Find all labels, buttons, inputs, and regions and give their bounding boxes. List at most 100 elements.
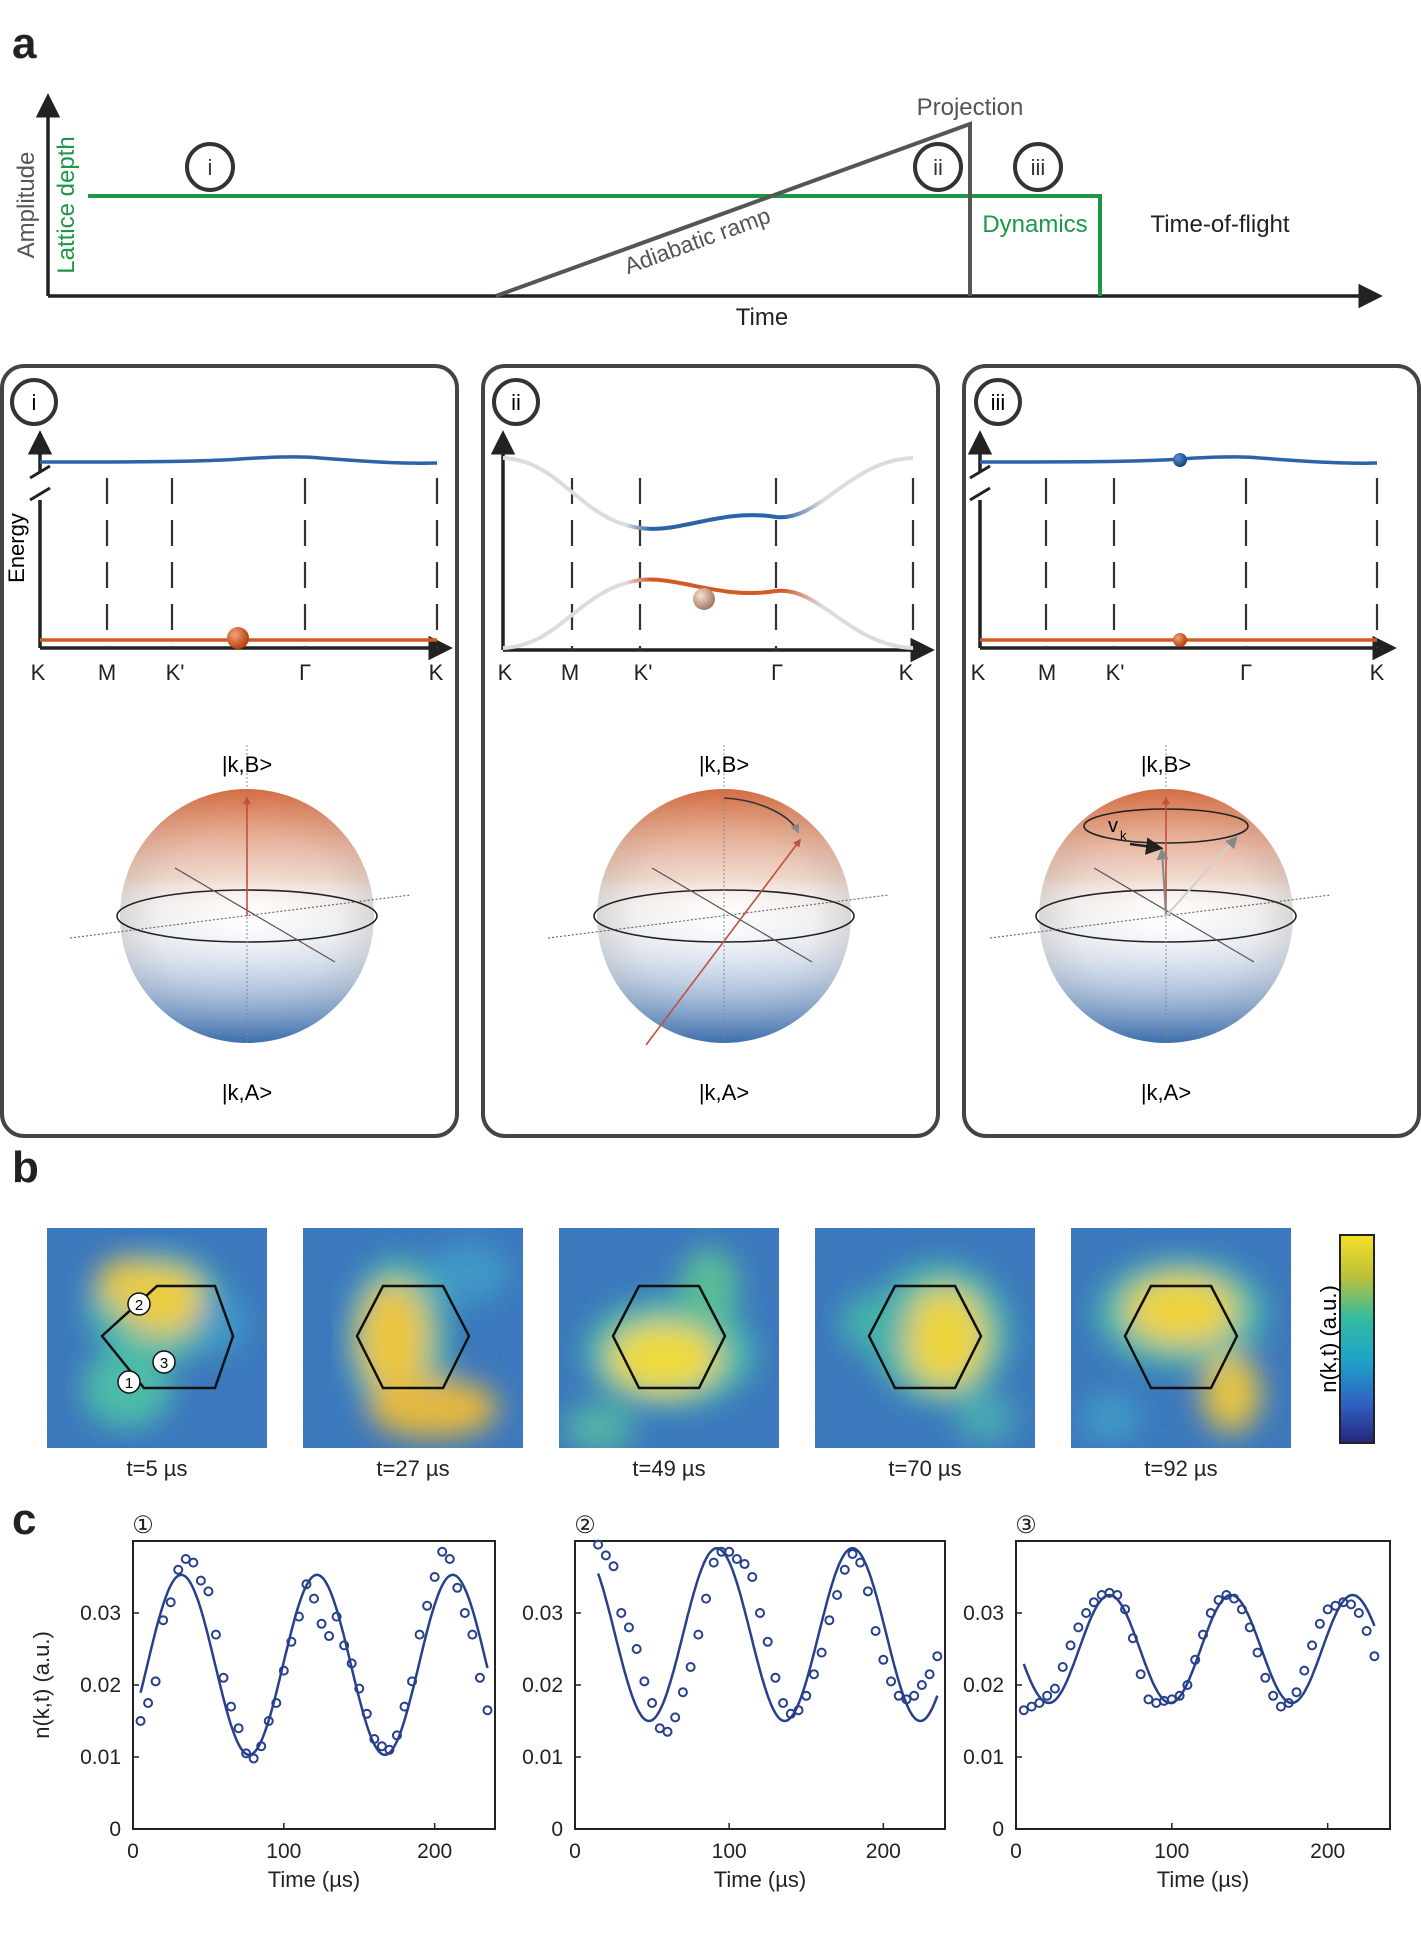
tof-image-1: 2 3 1 (47, 1228, 267, 1448)
data-point (878, 1654, 889, 1665)
data-point (893, 1690, 904, 1701)
data-point (241, 1748, 252, 1759)
data-point (210, 1629, 221, 1640)
data-point (203, 1586, 214, 1597)
data-point (1260, 1672, 1271, 1683)
x-tick-label: 0 (127, 1840, 139, 1863)
marker-1 (117, 1370, 141, 1394)
data-point (886, 1676, 897, 1687)
panel-label-a: a (12, 19, 37, 68)
ket-a: |k,A> (699, 1080, 749, 1105)
band-panel-i: i Energy K M K' Γ K |k,B> |k,A> (0, 364, 459, 1138)
x-tick-label: 0 (1010, 1840, 1022, 1863)
data-point (793, 1705, 804, 1716)
data-point (1073, 1622, 1084, 1633)
amplitude-label: Amplitude (13, 152, 40, 259)
data-point (1369, 1651, 1380, 1662)
data-point (354, 1683, 365, 1694)
data-point (862, 1586, 873, 1597)
data-point (331, 1611, 342, 1622)
data-point (808, 1669, 819, 1680)
data-point (399, 1701, 410, 1712)
y-tick-label: 0 (992, 1818, 1004, 1841)
data-point (731, 1554, 742, 1564)
data-point (677, 1687, 688, 1698)
x-tick-label: 100 (266, 1840, 301, 1863)
ket-a: |k,A> (1141, 1080, 1191, 1105)
data-point (932, 1651, 943, 1662)
data-point (384, 1744, 395, 1755)
data-point (316, 1618, 327, 1629)
data-point (195, 1575, 206, 1586)
data-point (1307, 1640, 1318, 1651)
bloch-sphere: |k,B> |k,A> (69, 745, 411, 1105)
data-point (847, 1548, 858, 1559)
data-point (301, 1579, 312, 1590)
data-point (1166, 1694, 1177, 1705)
tick-k: K (498, 660, 513, 685)
data-point (1049, 1683, 1060, 1694)
step-badge-label: i (32, 390, 37, 415)
upper-band (39, 455, 438, 465)
data-point (1268, 1690, 1279, 1701)
velocity-label: v (1108, 815, 1118, 837)
bloch-sphere: |k,B> |k,A> (547, 745, 889, 1105)
data-point (1283, 1698, 1294, 1708)
axis-break (29, 464, 51, 480)
data-point (135, 1716, 146, 1726)
data-point (724, 1546, 735, 1557)
step-marker-ii: ii (913, 142, 963, 192)
data-point (1291, 1687, 1302, 1698)
bloch-sphere: v k |k,B> |k,A> (989, 745, 1331, 1105)
particle-lower (1173, 633, 1187, 647)
panel-label-b: b (12, 1143, 39, 1192)
tick-m: M (98, 660, 116, 685)
tick-k-prime: K' (166, 660, 185, 685)
data-point (437, 1546, 448, 1557)
data-point (165, 1597, 176, 1608)
step-badge (492, 378, 540, 426)
data-point (785, 1708, 796, 1719)
tick-k-end: K (899, 660, 914, 685)
data-point (1174, 1690, 1185, 1701)
data-point (180, 1554, 191, 1564)
tick-gamma: Γ (299, 660, 311, 685)
data-point (1236, 1604, 1247, 1615)
tick-gamma: Γ (1240, 660, 1252, 685)
data-point (662, 1726, 673, 1737)
chart-title: ② (574, 1512, 596, 1539)
data-point (324, 1631, 335, 1642)
plot-frame (1015, 1540, 1391, 1830)
adiabatic-ramp-line (495, 121, 972, 298)
x-axis-label: Time (µs) (1157, 1867, 1250, 1892)
energy-label: Energy (4, 513, 29, 583)
particle (227, 627, 249, 649)
time-label: Time (736, 304, 788, 331)
data-point (1065, 1640, 1076, 1651)
chart-2: 0 100 200 0 0.01 0.02 0.03 Time (µs) ② (522, 1512, 946, 1892)
data-point (593, 1539, 604, 1550)
x-tick-label: 100 (1154, 1840, 1189, 1863)
ket-a: |k,A> (222, 1080, 272, 1105)
x-tick-label: 200 (1310, 1840, 1345, 1863)
data-point (143, 1698, 154, 1708)
data-point (293, 1611, 304, 1622)
data-point (616, 1608, 627, 1618)
tick-k-prime: K' (634, 660, 653, 685)
step-marker-i: i (185, 142, 235, 192)
data-point (1361, 1626, 1372, 1636)
panel-frame (481, 364, 940, 1138)
data-point (309, 1593, 319, 1604)
y-tick-label: 0.02 (522, 1674, 563, 1697)
data-point (1057, 1662, 1068, 1672)
data-point (770, 1672, 781, 1683)
ket-b: |k,B> (699, 752, 749, 777)
fit-curve (139, 1573, 489, 1757)
data-point (647, 1698, 658, 1708)
data-point (1018, 1705, 1029, 1716)
tick-k-end: K (1370, 660, 1385, 685)
tof-label: Time-of-flight (1150, 211, 1289, 238)
plot-frame (132, 1540, 496, 1830)
step-badge-label: iii (991, 390, 1006, 415)
data-point (1322, 1604, 1333, 1615)
